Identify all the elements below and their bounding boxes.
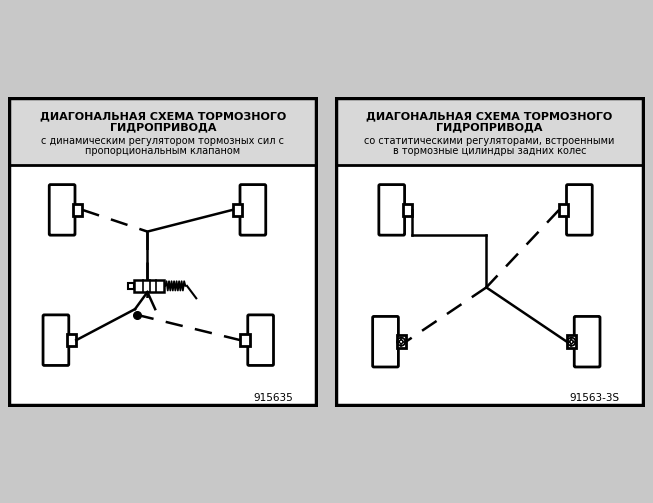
Bar <box>567 336 576 348</box>
Text: ДИАГОНАЛЬНАЯ СХЕМА ТОРМОЗНОГО: ДИАГОНАЛЬНАЯ СХЕМА ТОРМОЗНОГО <box>40 111 286 121</box>
FancyBboxPatch shape <box>379 185 405 235</box>
Bar <box>9 98 317 165</box>
Bar <box>336 98 643 165</box>
FancyBboxPatch shape <box>567 185 592 235</box>
Text: ДИАГОНАЛЬНАЯ СХЕМА ТОРМОЗНОГО: ДИАГОНАЛЬНАЯ СХЕМА ТОРМОЗНОГО <box>366 111 613 121</box>
Bar <box>67 334 76 347</box>
Bar <box>135 280 164 292</box>
Bar <box>232 204 242 216</box>
Bar <box>396 336 406 348</box>
Bar <box>240 334 249 347</box>
Text: 915635: 915635 <box>253 392 293 402</box>
FancyBboxPatch shape <box>240 185 266 235</box>
Bar <box>73 204 82 216</box>
Text: ГИДРОПРИВОДА: ГИДРОПРИВОДА <box>436 123 543 133</box>
FancyBboxPatch shape <box>373 316 398 367</box>
Bar <box>559 204 568 216</box>
Text: 91563-3S: 91563-3S <box>569 392 620 402</box>
Text: пропорциональным клапаном: пропорциональным клапаном <box>86 146 240 156</box>
Text: с динамическим регулятором тормозных сил с: с динамическим регулятором тормозных сил… <box>41 136 285 146</box>
FancyBboxPatch shape <box>43 315 69 366</box>
Bar <box>403 204 412 216</box>
FancyBboxPatch shape <box>574 316 600 367</box>
Bar <box>128 283 134 289</box>
Text: ГИДРОПРИВОДА: ГИДРОПРИВОДА <box>110 123 216 133</box>
FancyBboxPatch shape <box>49 185 75 235</box>
Text: в тормозные цилиндры задних колес: в тормозные цилиндры задних колес <box>392 146 586 156</box>
Text: со статитическими регуляторами, встроенными: со статитическими регуляторами, встроенн… <box>364 136 614 146</box>
FancyBboxPatch shape <box>247 315 274 366</box>
